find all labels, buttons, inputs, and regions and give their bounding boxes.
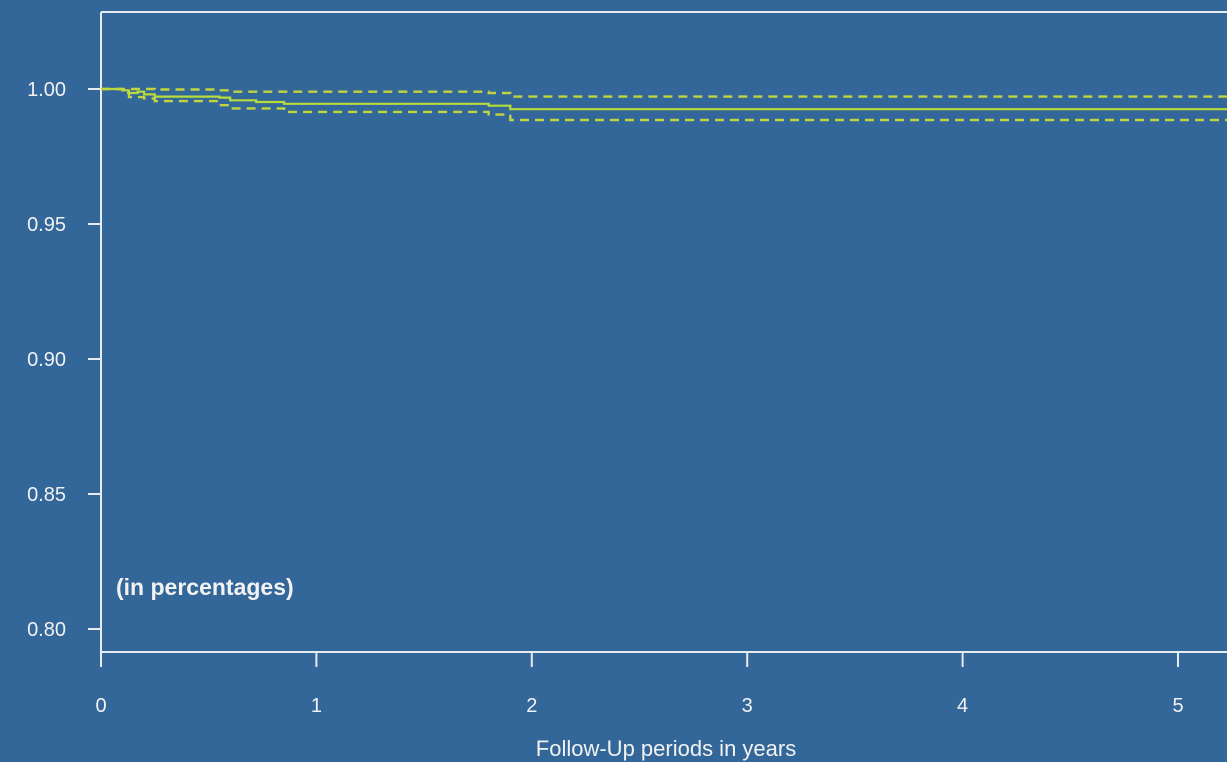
annotation-label: (in percentages) — [116, 574, 294, 600]
y-tick-label: 0.95 — [27, 214, 66, 236]
x-tick-label: 1 — [311, 695, 322, 717]
y-tick-label: 0.85 — [27, 484, 66, 506]
axis-ticks — [88, 88, 1179, 667]
axes-frame — [100, 11, 1227, 653]
lower-confidence-line — [101, 87, 1227, 122]
x-tick-label: 3 — [742, 695, 753, 717]
x-tick-label: 5 — [1172, 695, 1183, 717]
x-tick-label: 0 — [95, 695, 106, 717]
y-tick-label: 0.80 — [27, 619, 66, 641]
y-tick-label: 0.90 — [27, 349, 66, 371]
survival-curves — [101, 87, 1227, 122]
axis-tick-labels: 0.80 0.85 0.90 0.95 1.00 0 1 2 3 4 5 — [27, 79, 1184, 717]
x-tick-label: 4 — [957, 695, 968, 717]
x-axis-title: Follow-Up periods in years — [536, 736, 796, 761]
upper-confidence-line — [101, 87, 1227, 98]
y-tick-label: 1.00 — [27, 79, 66, 101]
x-tick-label: 2 — [526, 695, 537, 717]
